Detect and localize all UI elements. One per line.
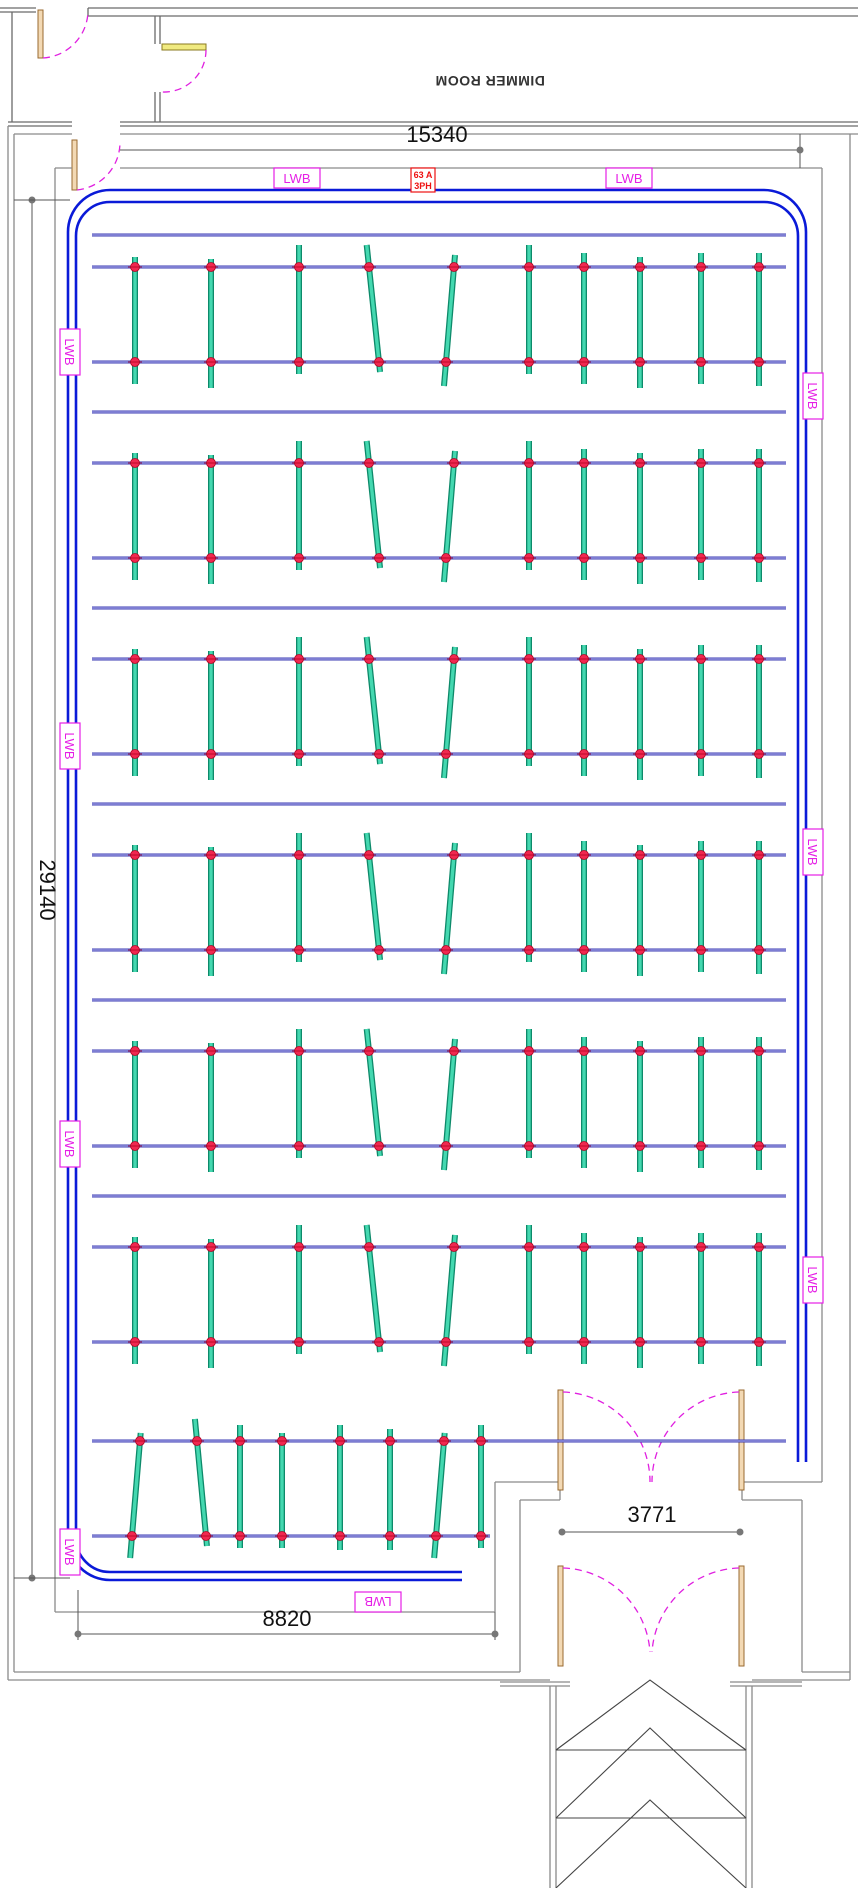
svg-text:LWB: LWB	[364, 1594, 391, 1609]
svg-text:LWB: LWB	[805, 838, 820, 865]
dimension-top: 15340	[120, 122, 804, 168]
svg-text:3PH: 3PH	[414, 181, 432, 191]
lwb-label: LWB	[802, 372, 824, 420]
dimension-bottom-label: 8820	[263, 1606, 312, 1631]
svg-text:LWB: LWB	[805, 1266, 820, 1293]
svg-text:LWB: LWB	[805, 382, 820, 409]
svg-text:LWB: LWB	[62, 1130, 77, 1157]
power-label: 63 A 3PH	[410, 167, 436, 193]
entrance-doors	[557, 1389, 745, 1667]
entrance-stairs	[500, 1679, 802, 1888]
dimension-left-label: 29140	[35, 859, 60, 920]
svg-text:LWB: LWB	[62, 732, 77, 759]
svg-text:LWB: LWB	[615, 171, 642, 186]
lwb-label: LWB	[354, 1591, 402, 1613]
dimmer-room: DIMMER ROOM	[0, 7, 858, 127]
lwb-label: LWB	[273, 167, 321, 189]
lwb-labels: LWB LWB LWB LWB LWB LWB LWB LWB	[59, 167, 824, 1613]
room-label: DIMMER ROOM	[435, 73, 545, 89]
lwb-label: LWB	[802, 1256, 824, 1304]
lwb-label: LWB	[802, 828, 824, 876]
lwb-label: LWB	[59, 1120, 81, 1168]
svg-text:LWB: LWB	[62, 1538, 77, 1565]
svg-text:LWB: LWB	[283, 171, 310, 186]
lwb-label: LWB	[59, 1528, 81, 1576]
lwb-label: LWB	[59, 722, 81, 770]
dimension-left: 29140	[14, 196, 70, 1582]
lwb-label: LWB	[605, 167, 653, 189]
svg-text:LWB: LWB	[62, 338, 77, 365]
svg-text:63 A: 63 A	[414, 170, 433, 180]
dimension-door-label: 3771	[628, 1502, 677, 1527]
dimension-bottom: 8820	[74, 1590, 499, 1640]
dimension-top-label: 15340	[406, 122, 467, 147]
lwb-label: LWB	[59, 328, 81, 376]
truss-grid	[92, 233, 786, 1559]
busway	[66, 188, 808, 1582]
dimmer-room-doors	[37, 9, 207, 191]
dimension-door: 3771	[558, 1502, 744, 1536]
